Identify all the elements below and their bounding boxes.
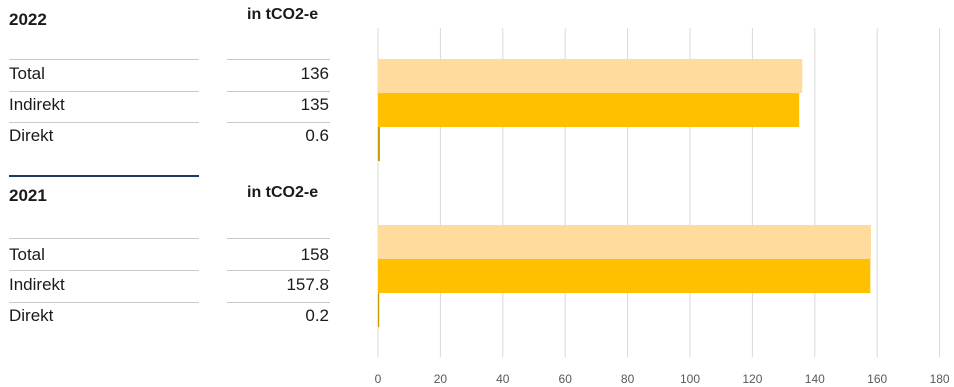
x-tick-label: 180 xyxy=(930,372,950,386)
x-tick-label: 40 xyxy=(496,372,510,386)
row-value-total-2021: 158 xyxy=(300,245,329,264)
row-divider xyxy=(227,59,330,60)
row-divider xyxy=(227,91,330,92)
row-divider xyxy=(227,238,330,239)
bar-direkt-2021 xyxy=(378,293,380,327)
row-label-indirekt-2021: Indirekt xyxy=(9,275,65,294)
year-heading-2021: 2021 xyxy=(9,186,47,205)
row-label-total-2022: Total xyxy=(9,64,45,83)
row-label-indirekt-2022: Indirekt xyxy=(9,95,65,114)
row-divider xyxy=(9,270,199,271)
x-tick-label: 160 xyxy=(867,372,887,386)
x-tick-label: 20 xyxy=(434,372,448,386)
x-tick-label: 100 xyxy=(680,372,700,386)
bar-indirekt-2021 xyxy=(378,259,871,293)
bar-total-2022 xyxy=(378,59,803,93)
row-divider xyxy=(9,59,199,60)
row-divider xyxy=(227,122,330,123)
row-value-indirekt-2021: 157.8 xyxy=(286,275,329,294)
x-tick-label: 120 xyxy=(742,372,762,386)
row-value-direkt-2021: 0.2 xyxy=(305,306,329,325)
row-divider xyxy=(9,122,199,123)
x-tick-label: 0 xyxy=(375,372,382,386)
row-divider xyxy=(9,302,199,303)
year-heading-2022: 2022 xyxy=(9,10,47,29)
row-label-direkt-2022: Direkt xyxy=(9,126,54,145)
row-divider xyxy=(9,91,199,92)
x-tick-label: 140 xyxy=(805,372,825,386)
x-tick-label: 60 xyxy=(559,372,573,386)
row-label-total-2021: Total xyxy=(9,245,45,264)
x-tick-label: 80 xyxy=(621,372,635,386)
row-value-indirekt-2022: 135 xyxy=(300,95,329,114)
row-divider xyxy=(227,270,330,271)
bar-total-2021 xyxy=(378,225,871,259)
row-label-direkt-2021: Direkt xyxy=(9,306,54,325)
unit-header-2022: in tCO2-e xyxy=(247,6,319,23)
row-value-total-2022: 136 xyxy=(300,64,329,83)
row-divider xyxy=(9,238,199,239)
row-value-direkt-2022: 0.6 xyxy=(305,126,329,145)
row-divider xyxy=(227,302,330,303)
section-separator xyxy=(9,175,199,177)
bar-direkt-2022 xyxy=(378,127,380,161)
bar-indirekt-2022 xyxy=(378,93,800,127)
unit-header-2021: in tCO2-e xyxy=(247,184,319,201)
